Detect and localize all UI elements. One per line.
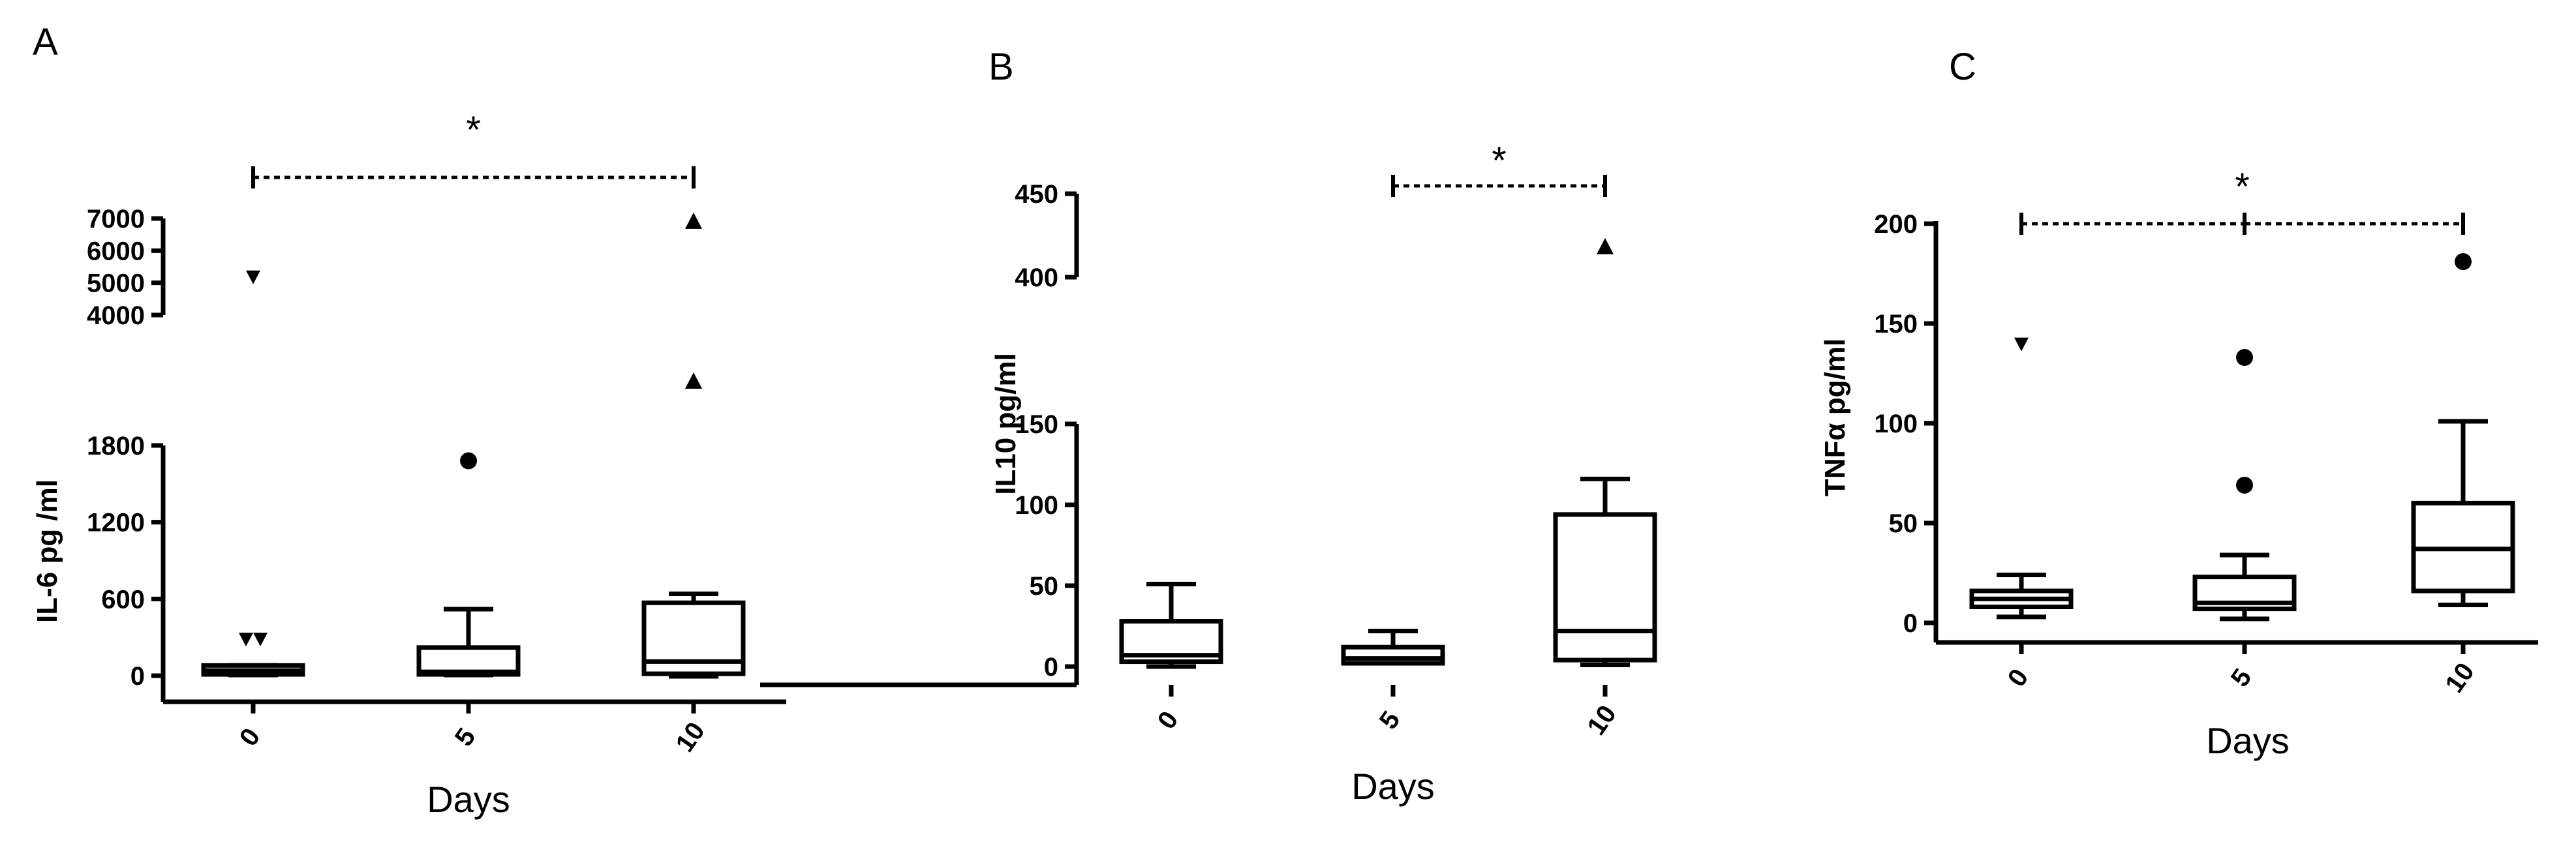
outlier-point-a xyxy=(253,633,268,647)
outlier-point-a xyxy=(460,452,477,470)
y-tick-label-c: 200 xyxy=(1874,210,1918,239)
y-tick-label-b: 50 xyxy=(1030,572,1059,601)
x-axis-label-c: Days xyxy=(2206,720,2290,761)
x-tick-label-b: 5 xyxy=(1374,706,1406,734)
y-tick-label-b: 100 xyxy=(1015,491,1058,520)
y-tick-label-c: 150 xyxy=(1874,310,1918,338)
outlier-point-a xyxy=(246,270,260,284)
y-tick-label-c: 100 xyxy=(1874,410,1918,438)
x-tick-label-a: 5 xyxy=(450,723,482,751)
y-axis-label-b: IL10 pg/ml xyxy=(990,353,1022,495)
significance-star-b: * xyxy=(1492,140,1507,182)
y-tick-label-b: 400 xyxy=(1015,263,1058,292)
x-tick-label-c: 10 xyxy=(2440,658,2480,699)
panel-letter-a: A xyxy=(33,21,58,63)
outlier-point-a xyxy=(685,372,702,389)
outlier-point-c xyxy=(2455,253,2472,271)
significance-star-a: * xyxy=(466,109,481,151)
plot-area-a: 0 600 1200 1800 4000 5000 6000 7000 0 5 10 * xyxy=(87,109,786,757)
y-tick-label-c: 50 xyxy=(1889,509,1918,538)
x-tick-label-a: 10 xyxy=(670,717,711,758)
panel-c: C TNFα pg/ml Days 0 50 100 150 200 0 5 10 * xyxy=(1819,46,2538,761)
panel-letter-b: B xyxy=(989,46,1014,88)
x-axis-label-a: Days xyxy=(427,779,510,820)
y-tick-label-b: 150 xyxy=(1015,410,1058,439)
y-tick-label-a: 4000 xyxy=(87,301,145,330)
plot-area-b: 0 50 100 150 400 450 0 5 10 * xyxy=(760,140,1657,741)
box-b xyxy=(1341,644,1445,666)
y-tick-label-b: 450 xyxy=(1015,180,1058,209)
outlier-point-b xyxy=(1597,237,1614,254)
y-axis-label-c: TNFα pg/ml xyxy=(1819,338,1851,496)
y-tick-label-b: 0 xyxy=(1044,653,1058,682)
outlier-point-c xyxy=(2236,476,2253,494)
y-tick-label-a: 600 xyxy=(101,585,145,614)
outlier-point-c xyxy=(2236,349,2253,367)
y-tick-label-a: 5000 xyxy=(87,269,145,298)
outlier-point-a xyxy=(239,633,253,647)
significance-star-c: * xyxy=(2235,166,2250,208)
x-tick-label-c: 5 xyxy=(2226,664,2258,692)
x-tick-label-a: 0 xyxy=(234,723,266,751)
y-tick-label-a: 1800 xyxy=(87,432,145,460)
outlier-point-a xyxy=(685,212,702,229)
y-tick-label-a: 1200 xyxy=(87,509,145,537)
panel-a: A IL-6 pg /ml Days 0 600 1200 1800 4000 5000 6… xyxy=(31,21,786,820)
y-tick-label-a: 6000 xyxy=(87,237,145,265)
panel-letter-c: C xyxy=(1949,46,1976,88)
y-tick-label-c: 0 xyxy=(1903,609,1918,638)
y-tick-label-a: 0 xyxy=(130,662,145,691)
x-tick-label-c: 0 xyxy=(2002,664,2034,692)
y-tick-label-a: 7000 xyxy=(87,205,145,233)
y-axis-label-a: IL-6 pg /ml xyxy=(31,479,63,623)
x-tick-label-b: 0 xyxy=(1152,706,1184,734)
outlier-point-c xyxy=(2014,337,2029,352)
x-axis-label-b: Days xyxy=(1351,766,1435,807)
panel-b: B IL10 pg/ml Days 0 50 100 150 400 450 0 5 10 * xyxy=(760,46,1657,807)
box-b xyxy=(1553,512,1657,663)
x-tick-label-b: 10 xyxy=(1582,700,1622,741)
plot-area-c: 0 50 100 150 200 0 5 10 * xyxy=(1874,166,2538,698)
